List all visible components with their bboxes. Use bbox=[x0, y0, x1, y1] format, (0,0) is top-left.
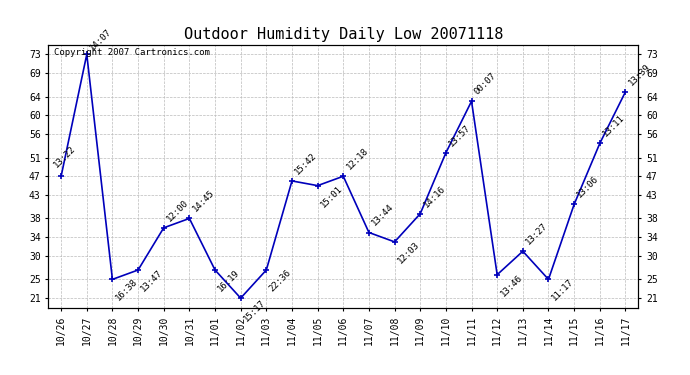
Text: 13:46: 13:46 bbox=[498, 273, 524, 298]
Text: 15:01: 15:01 bbox=[319, 184, 344, 209]
Text: 13:47: 13:47 bbox=[139, 268, 165, 293]
Text: 00:07: 00:07 bbox=[473, 71, 498, 97]
Text: 14:45: 14:45 bbox=[190, 188, 216, 214]
Text: 15:17: 15:17 bbox=[242, 298, 267, 324]
Text: 14:16: 14:16 bbox=[422, 184, 447, 209]
Text: 13:06: 13:06 bbox=[575, 174, 601, 200]
Text: Copyright 2007 Cartronics.com: Copyright 2007 Cartronics.com bbox=[55, 48, 210, 57]
Text: 13:57: 13:57 bbox=[447, 123, 473, 148]
Text: 12:00: 12:00 bbox=[165, 198, 190, 223]
Text: 22:36: 22:36 bbox=[268, 268, 293, 293]
Text: 13:11: 13:11 bbox=[601, 113, 627, 139]
Text: 12:18: 12:18 bbox=[344, 146, 370, 172]
Text: 13:27: 13:27 bbox=[524, 221, 549, 247]
Title: Outdoor Humidity Daily Low 20071118: Outdoor Humidity Daily Low 20071118 bbox=[184, 27, 503, 42]
Text: 13:39: 13:39 bbox=[627, 62, 652, 87]
Text: 14:07: 14:07 bbox=[88, 27, 113, 52]
Text: 11:17: 11:17 bbox=[550, 278, 575, 303]
Text: 16:38: 16:38 bbox=[114, 278, 139, 303]
Text: 15:42: 15:42 bbox=[293, 151, 319, 176]
Text: 16:19: 16:19 bbox=[216, 268, 241, 293]
Text: 13:44: 13:44 bbox=[371, 202, 395, 228]
Text: 12:03: 12:03 bbox=[396, 240, 421, 266]
Text: 13:22: 13:22 bbox=[52, 144, 77, 169]
